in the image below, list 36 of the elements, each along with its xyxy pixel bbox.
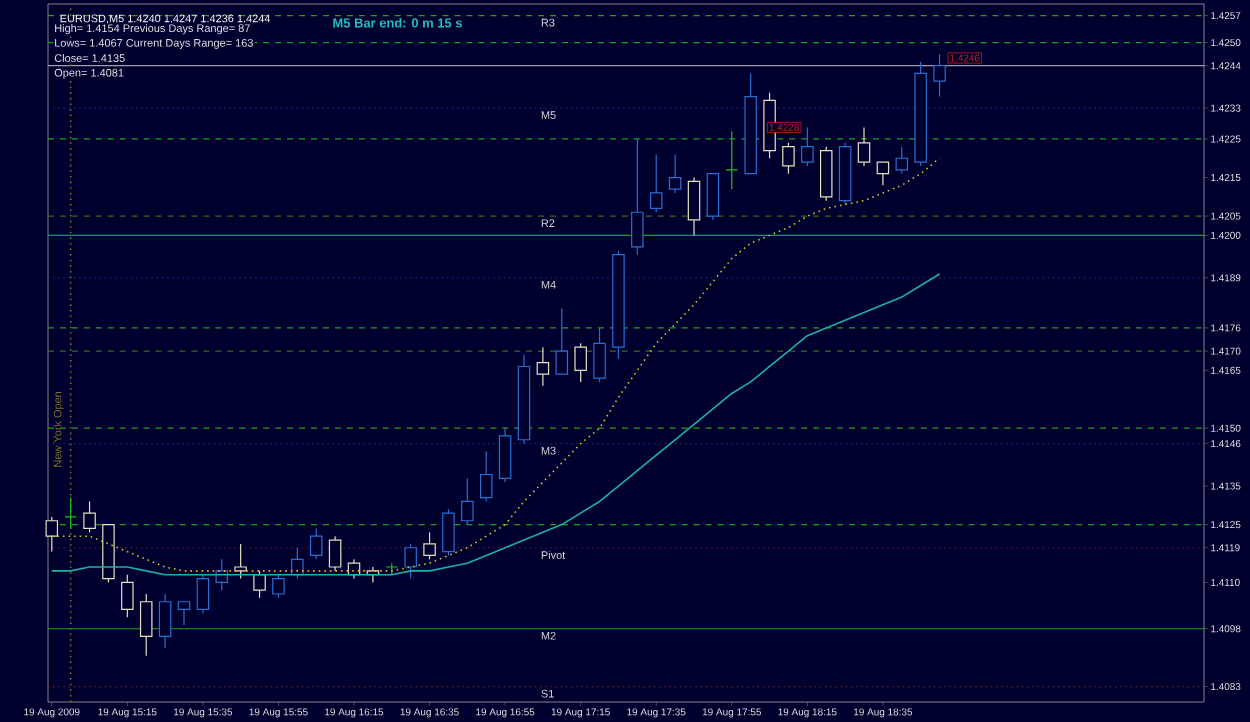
candlestick xyxy=(83,500,96,533)
candlestick xyxy=(423,531,436,560)
candlestick xyxy=(121,574,134,618)
candlestick xyxy=(461,477,474,526)
candlestick xyxy=(574,342,587,383)
candlestick xyxy=(631,138,644,256)
candlestick xyxy=(668,153,682,194)
candlestick xyxy=(139,593,153,657)
candlestick xyxy=(404,543,417,580)
candlestick xyxy=(498,427,512,483)
candlestick xyxy=(687,176,701,236)
candlestick xyxy=(45,516,59,553)
candlestick xyxy=(706,173,720,221)
candlestick xyxy=(442,508,455,557)
candlestick xyxy=(309,527,323,560)
candlestick xyxy=(158,593,172,649)
candlestick xyxy=(479,450,493,503)
candlestick xyxy=(857,126,871,167)
candlestick xyxy=(895,146,909,175)
candlestick xyxy=(64,497,77,530)
candlestick xyxy=(933,53,946,98)
candlestick xyxy=(536,346,550,387)
candlestick xyxy=(801,126,814,167)
candlestick xyxy=(876,161,890,186)
candlestick xyxy=(272,574,285,599)
candlestick xyxy=(196,574,210,614)
candlestick xyxy=(819,146,833,202)
candlestick xyxy=(177,601,191,626)
candlestick xyxy=(555,308,569,375)
candlestick xyxy=(649,153,663,213)
candlestick xyxy=(593,327,606,383)
candlestick xyxy=(725,130,739,190)
candlestick xyxy=(253,570,266,599)
candlestick xyxy=(328,535,342,572)
candlestick xyxy=(782,142,795,175)
candlestick xyxy=(234,543,247,580)
